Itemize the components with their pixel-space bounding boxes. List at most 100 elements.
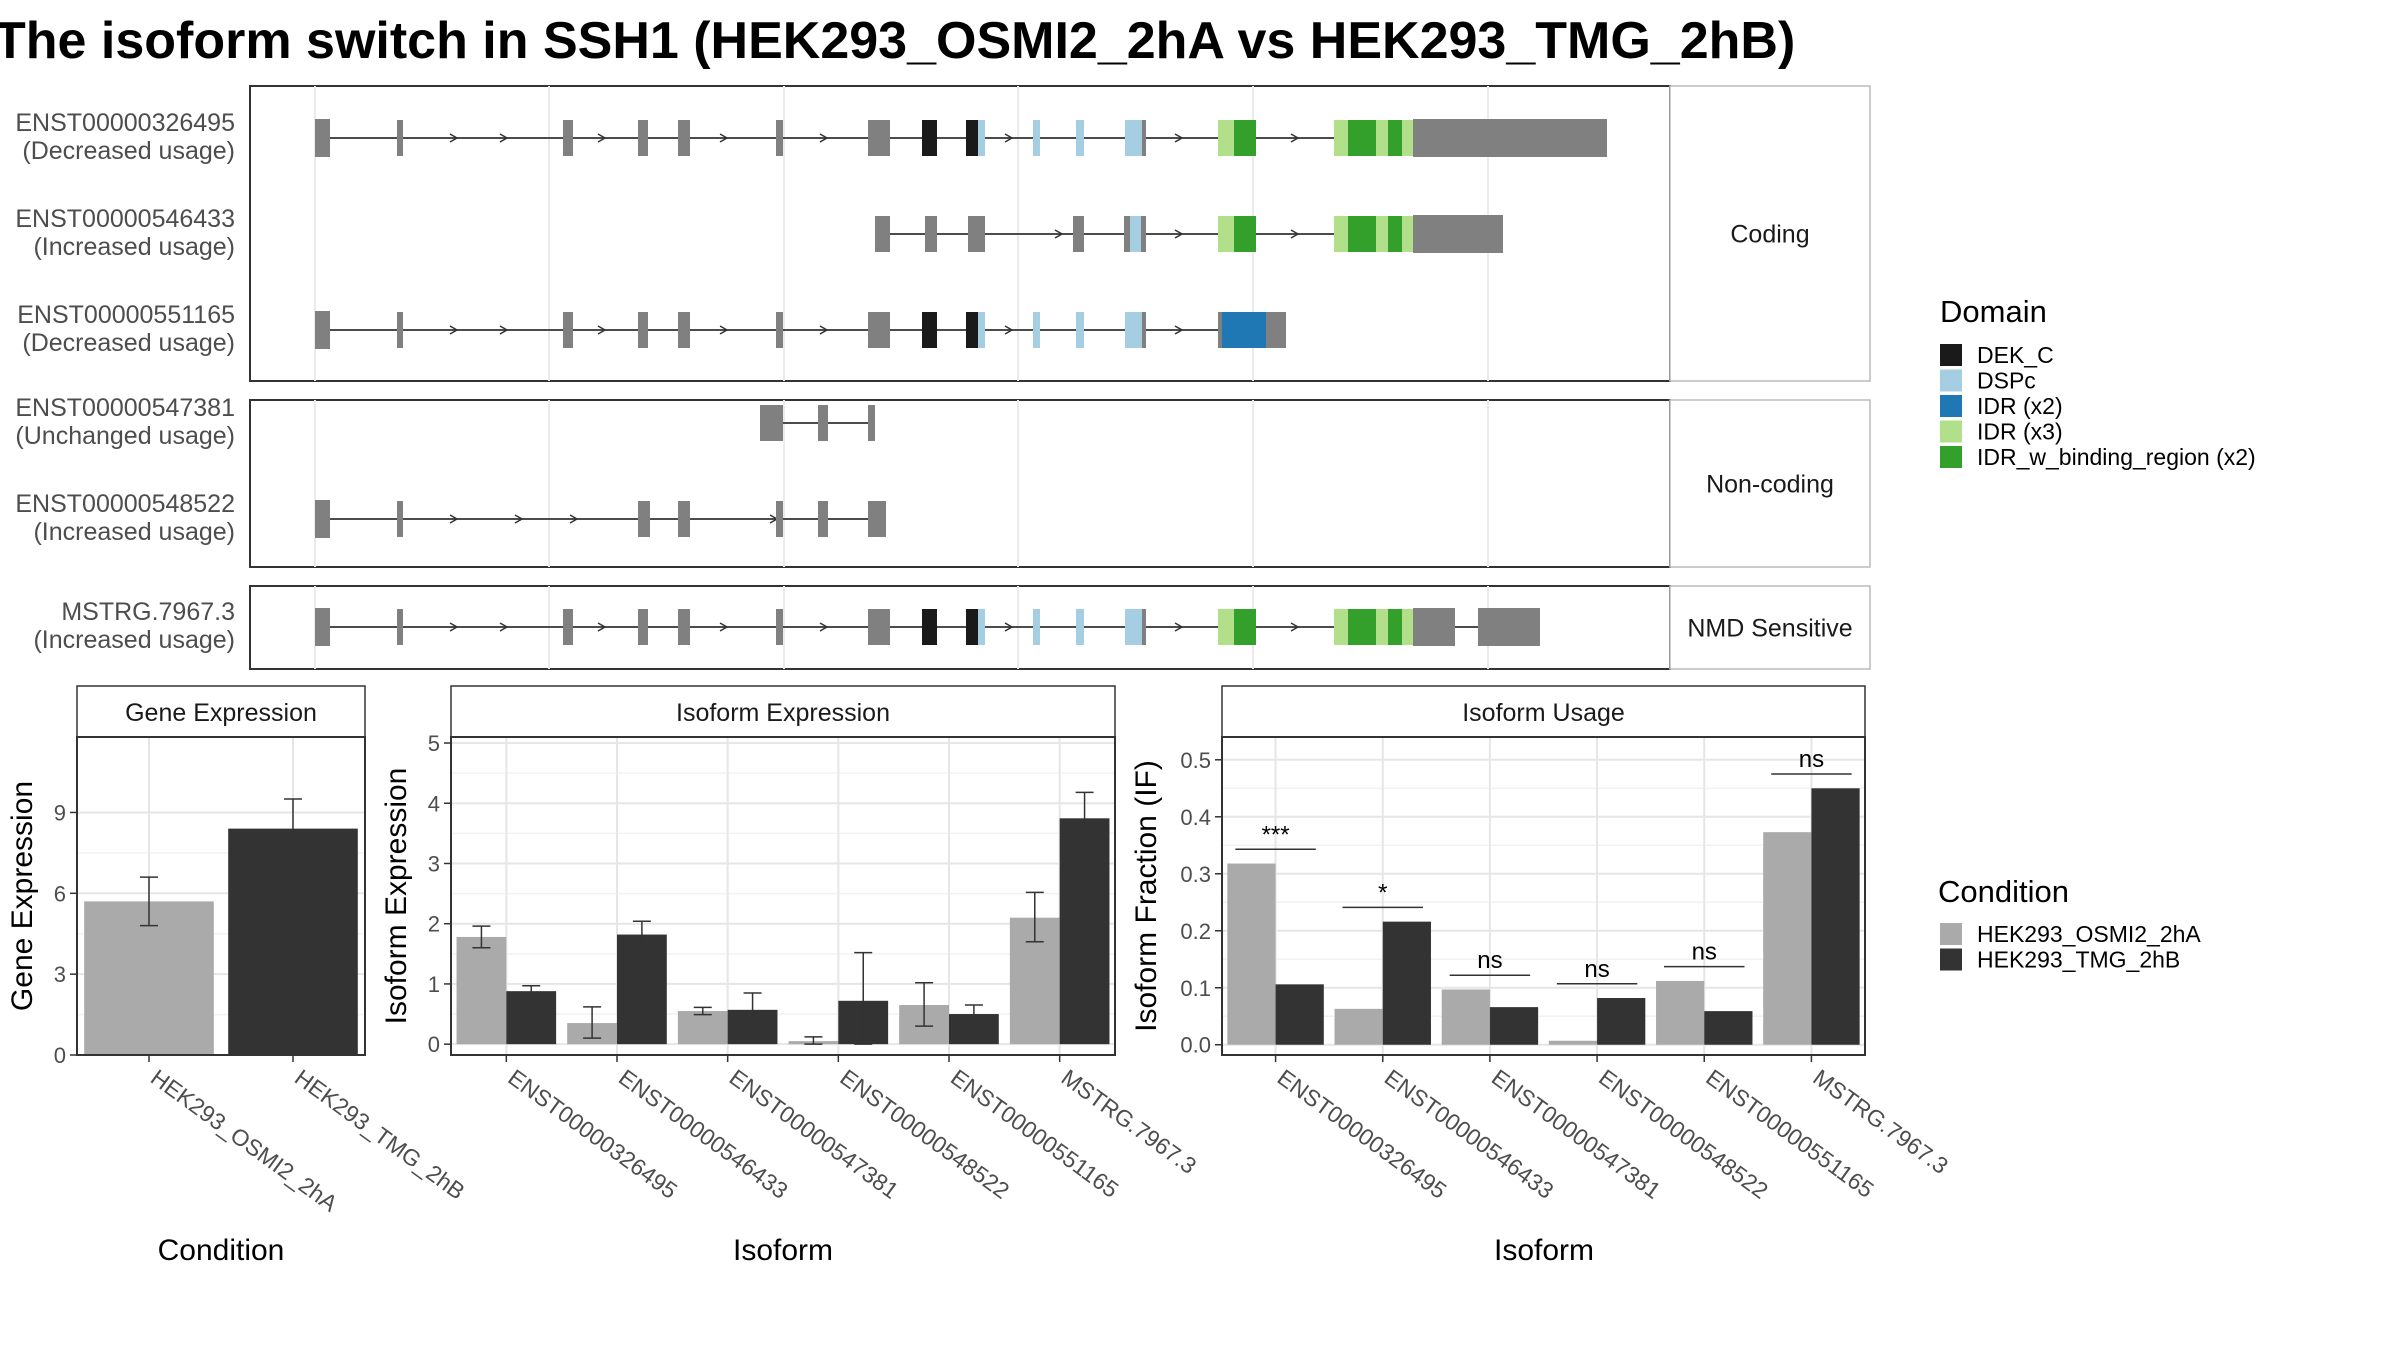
legend-item: HEK293_TMG_2hB: [1977, 947, 2180, 973]
direction-arrow: [1174, 133, 1184, 143]
exon-block: [875, 216, 890, 252]
y-tick-label: 5: [428, 731, 440, 756]
domain-block: [1130, 216, 1141, 252]
legend-swatch: [1940, 446, 1962, 468]
bar: [228, 828, 358, 1055]
chart-title: The isoform switch in SSH1 (HEK293_OSMI2…: [0, 12, 1795, 70]
exon-block: [868, 312, 890, 348]
exon-block: [315, 500, 330, 538]
exon-block: [678, 609, 690, 645]
domain-block: [978, 609, 985, 645]
significance-label: ns: [1692, 939, 1717, 966]
exon-block: [678, 312, 690, 348]
domain-block: [1402, 120, 1413, 156]
domain-block: [1076, 312, 1084, 348]
significance-label: ns: [1799, 746, 1824, 773]
y-tick-label: 0.2: [1180, 919, 1211, 944]
direction-arrow: [499, 622, 509, 632]
domain-block: [1218, 216, 1234, 252]
transcript-usage: (Increased usage): [33, 233, 235, 261]
domain-legend-title: Domain: [1940, 294, 2047, 329]
transcript-id: ENST00000548522: [15, 490, 235, 518]
direction-arrow: [514, 514, 524, 524]
exon-block: [563, 312, 573, 348]
transcript-id: ENST00000546433: [15, 205, 235, 233]
exon-block: [968, 216, 985, 252]
exon-block: [315, 119, 330, 157]
domain-block: [1334, 216, 1348, 252]
facet-label: Non-coding: [1706, 471, 1834, 499]
direction-arrow: [597, 133, 607, 143]
y-tick-label: 0.0: [1180, 1033, 1211, 1058]
domain-block: [1125, 120, 1142, 156]
direction-arrow: [819, 622, 829, 632]
exon-block: [638, 120, 648, 156]
domain-block: [966, 609, 978, 645]
legend-item: HEK293_OSMI2_2hA: [1977, 921, 2201, 947]
domain-block: [1348, 609, 1376, 645]
y-axis-title: Isoform Fraction (IF): [1130, 760, 1163, 1032]
legend-swatch: [1940, 923, 1962, 945]
legend-swatch: [1940, 369, 1962, 392]
plot-area: [451, 737, 1115, 1055]
bar: [1597, 998, 1646, 1045]
y-tick-label: 0.3: [1180, 862, 1211, 887]
direction-arrow: [449, 622, 459, 632]
y-tick-label: 9: [54, 800, 66, 825]
facet-strip: [1221, 685, 1866, 738]
domain-block: [1376, 120, 1388, 156]
exon-block: [1142, 609, 1146, 645]
transcript-usage: (Unchanged usage): [15, 422, 235, 450]
direction-arrow: [597, 622, 607, 632]
bar: [1059, 818, 1110, 1045]
domain-block: [966, 312, 978, 348]
y-tick-label: 1: [428, 972, 440, 997]
structure-panel-frame: [249, 399, 1671, 568]
legend-swatch: [1940, 420, 1962, 443]
structure-section: Non-coding ENST00000547381(Unchanged usag…: [15, 394, 1871, 568]
exon-block: [315, 608, 330, 646]
transcript-usage: (Decreased usage): [22, 137, 235, 165]
direction-arrow: [1174, 229, 1184, 239]
direction-arrow: [569, 514, 579, 524]
facet-label: NMD Sensitive: [1687, 615, 1852, 643]
significance-label: ns: [1584, 956, 1609, 983]
domain-block: [1033, 609, 1040, 645]
y-tick-label: 0: [428, 1032, 440, 1057]
domain-block: [1218, 609, 1234, 645]
domain-block: [978, 312, 985, 348]
y-tick-label: 0.4: [1180, 805, 1211, 830]
bar-panel: Gene Expression0369HEK293_OSMI2_2hAHEK29…: [6, 685, 470, 1267]
exon-block: [563, 120, 573, 156]
exon-block: [1413, 215, 1503, 253]
exon-block: [1142, 120, 1146, 156]
plot-area: [1222, 737, 1865, 1055]
legend-item: DSPc: [1977, 368, 2036, 394]
direction-arrow: [719, 325, 729, 335]
bar: [1656, 980, 1705, 1045]
exon-block: [1413, 608, 1455, 646]
exon-block: [1413, 119, 1607, 157]
x-axis-title: Isoform: [733, 1234, 833, 1267]
domain-block: [922, 312, 937, 348]
bar: [677, 1011, 728, 1045]
exon-block: [646, 501, 650, 537]
condition-legend-title: Condition: [1938, 874, 2069, 909]
direction-arrow: [1174, 622, 1184, 632]
y-axis-title: Gene Expression: [6, 781, 39, 1011]
facet-strip: [1669, 585, 1871, 670]
domain-block: [1125, 312, 1142, 348]
exon-block: [868, 501, 886, 537]
direction-arrow: [719, 622, 729, 632]
y-tick-label: 0: [54, 1043, 66, 1068]
legend-item: IDR_w_binding_region (x2): [1977, 444, 2256, 470]
transcript-usage: (Decreased usage): [22, 329, 235, 357]
y-tick-label: 3: [54, 962, 66, 987]
bar: [1382, 921, 1431, 1045]
transcript-row: ENST00000551165(Decreased usage): [17, 301, 1286, 357]
legend-swatch: [1940, 344, 1962, 366]
domain-block: [1402, 216, 1413, 252]
